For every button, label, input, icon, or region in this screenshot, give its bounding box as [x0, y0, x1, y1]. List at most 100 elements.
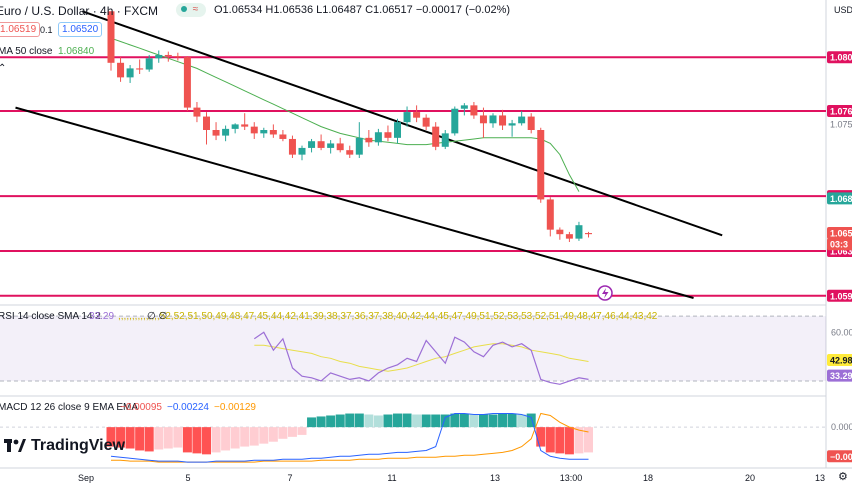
candle-body-28 — [374, 132, 382, 143]
candle-22 — [317, 134, 325, 151]
candle-2 — [126, 65, 134, 83]
candle-39 — [479, 107, 487, 138]
candle-body-34 — [432, 126, 440, 147]
rsi-band — [0, 316, 826, 382]
candle-4 — [145, 54, 153, 72]
candle-24 — [336, 137, 344, 153]
candle-body-16 — [260, 130, 268, 134]
rsi-legend-label[interactable]: RSI 14 close SMA 14 2 — [0, 311, 101, 322]
wave-icon: ≈ — [192, 4, 199, 15]
candle-26 — [355, 122, 363, 158]
symbol-title[interactable]: Euro / U.S. Dollar · 4h · FXCM — [0, 4, 159, 18]
candle-1 — [117, 57, 125, 82]
candle-5 — [155, 50, 163, 63]
candle-33 — [422, 114, 430, 130]
macd-hist-bar-26 — [354, 413, 364, 428]
level-label-bg-1 — [827, 104, 852, 117]
macd-legend-label[interactable]: MACD 12 26 close 9 EMA EMA — [0, 402, 139, 413]
macd-hist-bar-30 — [393, 413, 402, 428]
settings-gear-icon[interactable]: ⚙ — [838, 471, 848, 483]
candle-50 — [585, 231, 592, 238]
rsi-legend-sma: ,,,,,,,,,,,,,,,52,52,51,50,49,48,47,45,4… — [118, 311, 658, 322]
macd-line — [110, 413, 589, 463]
candle-body-45 — [537, 130, 545, 200]
candle-42 — [508, 119, 516, 137]
sell-price-button[interactable]: 1.06519 — [0, 22, 41, 37]
rsi-tick-0: 60.00 — [831, 327, 852, 337]
macd-hist-bar-23 — [326, 415, 336, 428]
candle-43 — [518, 110, 526, 126]
ma-legend-label[interactable]: MA 50 close — [0, 46, 53, 57]
macd-hist-bar-47 — [555, 427, 565, 454]
macd-hist-bar-46 — [545, 427, 555, 453]
rsi-line — [253, 331, 589, 385]
candle-body-7 — [174, 56, 182, 58]
macd-hist-bar-15 — [249, 427, 259, 446]
spread-value: 0.1 — [40, 25, 53, 35]
candle-body-6 — [164, 54, 172, 57]
macd-hist-bar-28 — [373, 415, 383, 428]
candle-23 — [327, 140, 335, 154]
macd-hist-bar-17 — [268, 427, 278, 442]
candle-body-9 — [193, 107, 201, 117]
time-tick-5: 13:00 — [560, 473, 583, 483]
candle-body-17 — [269, 130, 277, 135]
macd-hist-bar-9 — [192, 427, 202, 454]
macd-hist-bar-48 — [564, 427, 574, 455]
macd-hist-bar-6 — [163, 427, 173, 449]
macd-hist-bar-1 — [116, 427, 126, 448]
macd-hist-bar-25 — [345, 413, 355, 428]
macd-hist-bar-35 — [440, 414, 450, 428]
macd-hist-bar-10 — [202, 427, 211, 455]
macd-legend-hist: −0.00095 — [120, 402, 162, 413]
candle-49 — [575, 221, 583, 241]
macd-hist-bar-40 — [488, 414, 498, 428]
rsi-legend-value: 33.29 — [89, 311, 115, 322]
trendline-0 — [82, 10, 723, 237]
candle-body-29 — [384, 132, 392, 138]
macd-hist-bar-24 — [335, 414, 345, 428]
candle-body-50 — [585, 233, 592, 235]
macd-hist-bar-42 — [507, 413, 517, 428]
candle-17 — [269, 124, 277, 138]
macd-hist-bar-7 — [173, 427, 183, 448]
candle-15 — [250, 122, 258, 139]
trendline-1 — [15, 106, 694, 299]
macd-hist-bar-8 — [182, 427, 192, 453]
tradingview-logo[interactable]: TradingView — [4, 437, 125, 455]
rsi-pill-1: 33.29 — [830, 371, 852, 381]
time-tick-3: 11 — [387, 473, 396, 483]
level-label-1: 1.076 — [830, 106, 852, 116]
candle-body-5 — [155, 54, 163, 59]
alert-lightning-glyph — [602, 288, 609, 299]
macd-hist-bar-18 — [278, 427, 288, 439]
macd-hist-bar-36 — [450, 413, 460, 428]
price-pill-0: 1.068 — [830, 194, 852, 204]
candle-body-32 — [413, 112, 421, 118]
collapse-chevron-icon[interactable]: ⌃ — [0, 63, 7, 74]
macd-hist-bar-5 — [154, 427, 164, 450]
market-status-badge: ≈ — [176, 3, 206, 17]
candle-body-18 — [279, 134, 287, 139]
candle-body-3 — [136, 68, 144, 70]
macd-hist-bar-12 — [221, 427, 231, 451]
rsi-legend-extra: ∅ ∅ — [147, 311, 168, 322]
candle-46 — [546, 197, 554, 237]
macd-pill-bg — [827, 450, 852, 463]
macd-hist-bar-11 — [211, 427, 221, 453]
candle-body-33 — [422, 117, 430, 127]
macd-tick-0: 0.0000 — [831, 422, 852, 432]
candle-16 — [260, 127, 268, 138]
buy-price-button[interactable]: 1.06520 — [58, 22, 103, 37]
candle-7 — [174, 52, 182, 61]
candle-body-40 — [489, 115, 497, 124]
price-pill-bg-1 — [827, 227, 852, 240]
macd-hist-bar-20 — [297, 427, 307, 435]
macd-hist-bar-14 — [240, 427, 250, 447]
macd-hist-bar-49 — [574, 427, 584, 454]
candle-body-38 — [470, 105, 478, 116]
tradingview-brand: TradingView — [31, 437, 125, 454]
price-tick-0: 1.075 — [830, 119, 852, 129]
macd-hist-bar-2 — [125, 427, 135, 449]
